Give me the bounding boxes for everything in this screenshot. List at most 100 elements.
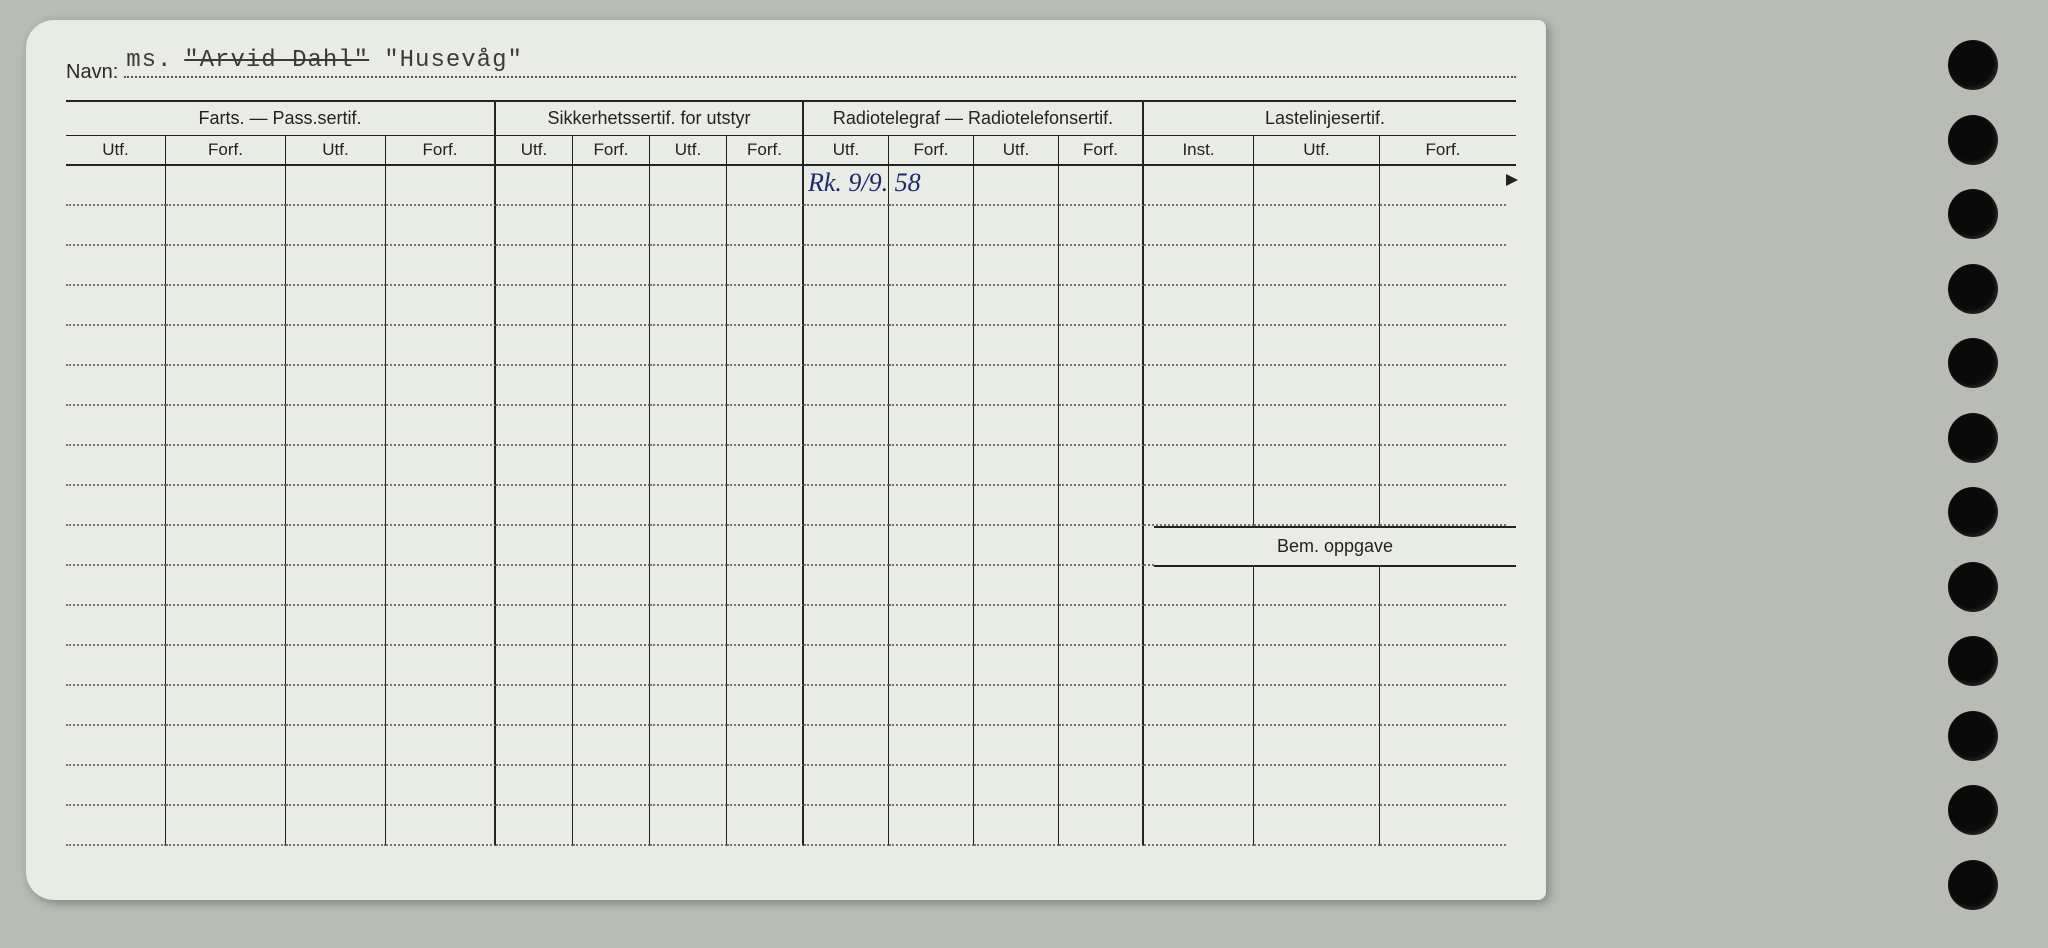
table-cell (1059, 686, 1144, 726)
table-cell (573, 166, 650, 206)
table-cell (286, 166, 386, 206)
table-cell (496, 166, 573, 206)
table-cell (1059, 366, 1144, 406)
section-last: Lastelinjesertif. (1144, 102, 1506, 135)
table-cell (889, 246, 974, 286)
table-cell (66, 326, 166, 366)
binder-hole (1948, 785, 1998, 835)
table-cell (386, 646, 496, 686)
table-cell (496, 646, 573, 686)
typed-struck-name: "Arvid Dahl" (184, 47, 369, 74)
table-cell (804, 446, 889, 486)
table-cell (496, 286, 573, 326)
binder-hole (1948, 860, 1998, 910)
binder-hole (1948, 711, 1998, 761)
table-cell (1254, 206, 1380, 246)
table-cell (286, 606, 386, 646)
table-cell (889, 286, 974, 326)
col-utf: Utf. (286, 136, 386, 164)
navn-field: ms. "Arvid Dahl" "Husevåg" (124, 54, 1516, 78)
table-row (66, 286, 1516, 326)
table-row (66, 766, 1516, 806)
table-cell (889, 406, 974, 446)
table-cell (1254, 326, 1380, 366)
table-cell (727, 286, 804, 326)
table-cell (1144, 566, 1254, 606)
table-cell (573, 526, 650, 566)
table-cell (1144, 646, 1254, 686)
table-cell (66, 286, 166, 326)
table-cell (727, 806, 804, 846)
table-row (66, 646, 1516, 686)
table-cell (386, 366, 496, 406)
table-cell (1144, 246, 1254, 286)
table-cell (496, 686, 573, 726)
table-cell (1059, 526, 1144, 566)
table-cell (386, 446, 496, 486)
table-cell (727, 646, 804, 686)
table-cell (1144, 766, 1254, 806)
table-cell (650, 446, 727, 486)
table-cell (286, 286, 386, 326)
table-cell (496, 246, 573, 286)
table-cell (889, 446, 974, 486)
table-row (66, 806, 1516, 846)
table-cell (166, 206, 286, 246)
table-cell (286, 726, 386, 766)
table-cell (573, 366, 650, 406)
table-cell (804, 206, 889, 246)
col-utf: Utf. (650, 136, 727, 164)
binder-hole (1948, 562, 1998, 612)
table-cell (1380, 726, 1506, 766)
table-cell (573, 566, 650, 606)
table-row (66, 566, 1516, 606)
table-cell (166, 806, 286, 846)
table-cell (166, 166, 286, 206)
table-cell (889, 526, 974, 566)
table-cell (166, 566, 286, 606)
table-cell (386, 566, 496, 606)
table-cell (974, 406, 1059, 446)
bem-oppgave-label: Bem. oppgave (1154, 526, 1516, 567)
table-cell (386, 206, 496, 246)
table-cell (496, 566, 573, 606)
table-cell (650, 206, 727, 246)
table-cell (286, 806, 386, 846)
table-row (66, 246, 1516, 286)
table-cell (166, 646, 286, 686)
col-utf: Utf. (66, 136, 166, 164)
table-cell (386, 486, 496, 526)
table-cell (496, 326, 573, 366)
sub-header-row: Utf. Forf. Utf. Forf. Utf. Forf. Utf. Fo… (66, 136, 1516, 166)
table-cell (386, 246, 496, 286)
table-cell (1059, 766, 1144, 806)
table-cell (1059, 206, 1144, 246)
table-cell (1380, 286, 1506, 326)
table-cell (1380, 646, 1506, 686)
table-cell (889, 606, 974, 646)
table-cell (889, 486, 974, 526)
table-cell (166, 366, 286, 406)
table-cell (1144, 446, 1254, 486)
table-cell (727, 206, 804, 246)
table-cell (386, 166, 496, 206)
table-cell (889, 566, 974, 606)
binder-hole (1948, 636, 1998, 686)
table-cell (573, 646, 650, 686)
table-cell (1144, 166, 1254, 206)
table-cell (650, 566, 727, 606)
table-cell (166, 486, 286, 526)
table-cell (286, 566, 386, 606)
table-cell (286, 246, 386, 286)
table-row (66, 486, 1516, 526)
table-cell (1254, 166, 1380, 206)
table-cell (573, 806, 650, 846)
table-cell (286, 526, 386, 566)
table-cell (804, 286, 889, 326)
table-cell (727, 526, 804, 566)
table-row (66, 406, 1516, 446)
table-cell (804, 766, 889, 806)
table-cell (974, 286, 1059, 326)
binder-hole (1948, 264, 1998, 314)
table-cell (727, 686, 804, 726)
